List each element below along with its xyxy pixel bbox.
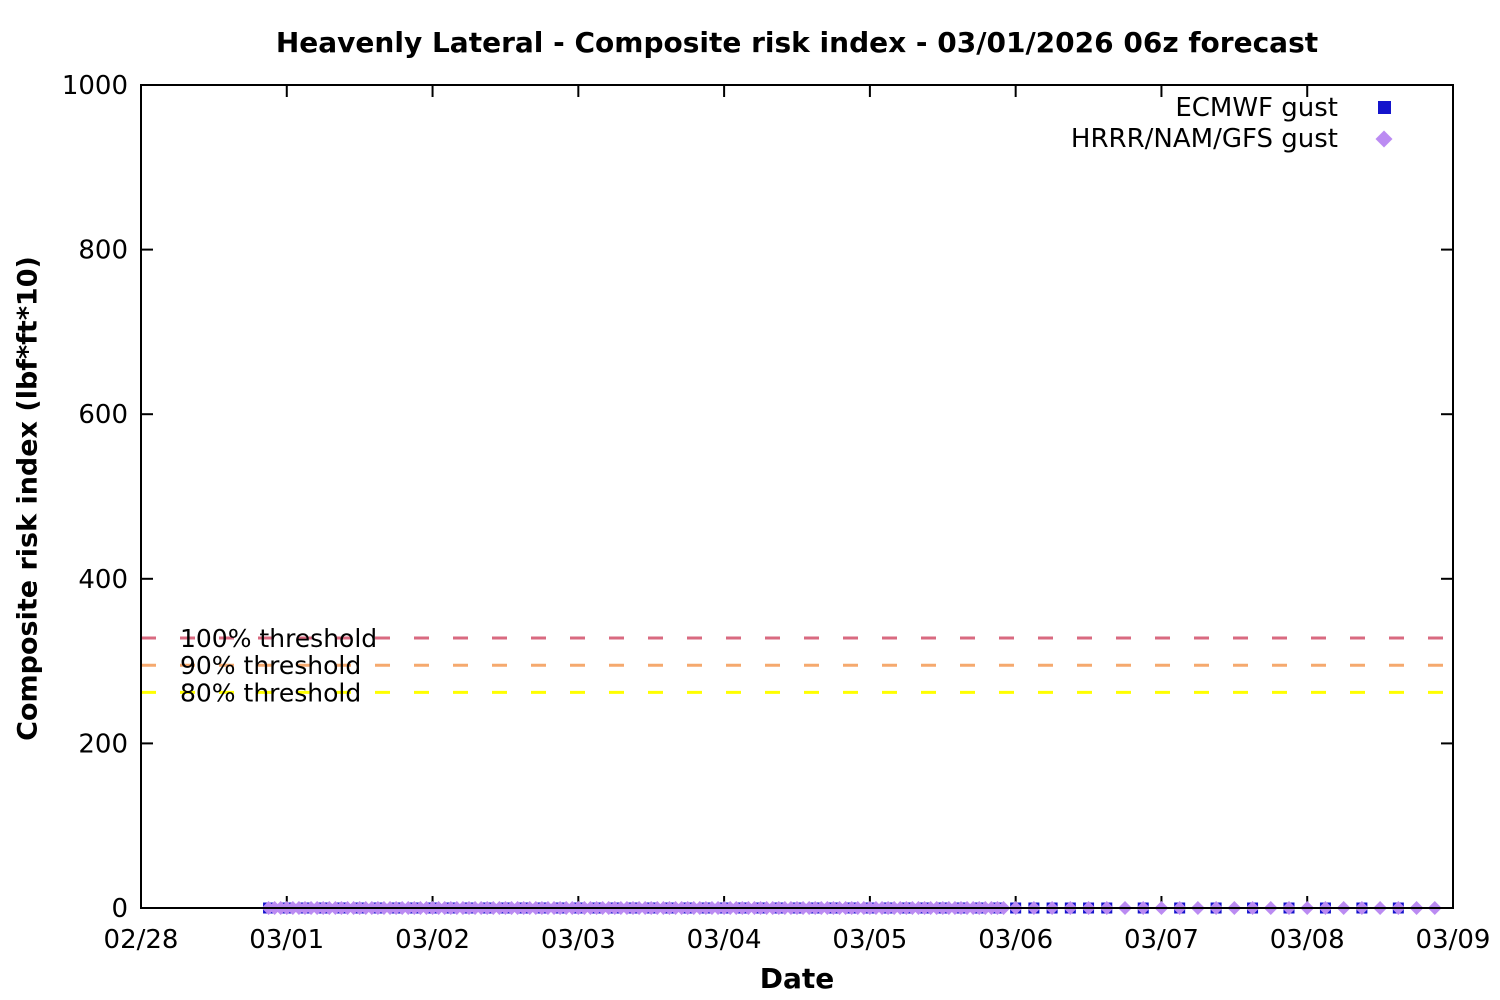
x-tick-label: 03/07 [1124, 925, 1199, 955]
plot-border [140, 84, 1454, 909]
x-axis-title: Date [759, 962, 835, 995]
legend-entry-ecmwf: ECMWF gust [1071, 92, 1430, 123]
x-tick-label: 03/06 [978, 925, 1053, 955]
x-tick-label: 03/03 [541, 925, 616, 955]
threshold-label: 80% threshold [180, 678, 361, 707]
chart-title: Heavenly Lateral - Composite risk index … [275, 26, 1319, 59]
y-tick-label: 600 [78, 400, 128, 430]
y-tick-label: 400 [78, 565, 128, 595]
x-tick-label: 02/28 [104, 925, 179, 955]
y-tick-label: 800 [78, 236, 128, 266]
x-tick-label: 03/08 [1270, 925, 1345, 955]
x-tick-label: 03/04 [687, 925, 762, 955]
diamond-marker-icon [1338, 130, 1430, 147]
y-tick-label: 1000 [62, 71, 128, 101]
threshold-label: 90% threshold [180, 651, 361, 680]
y-tick-label: 200 [78, 729, 128, 759]
x-tick-label: 03/05 [832, 925, 907, 955]
x-tick-label: 03/01 [249, 925, 324, 955]
legend-label-hrrr-nam-gfs: HRRR/NAM/GFS gust [1070, 123, 1338, 154]
x-tick-label: 03/02 [395, 925, 470, 955]
threshold-label: 100% threshold [180, 624, 377, 653]
legend: ECMWF gust HRRR/NAM/GFS gust [1071, 92, 1430, 154]
legend-entry-hrrr-nam-gfs: HRRR/NAM/GFS gust [1071, 123, 1430, 154]
legend-label-ecmwf: ECMWF gust [1175, 92, 1338, 123]
square-marker-icon [1338, 101, 1430, 114]
y-tick-label: 0 [111, 894, 128, 924]
x-tick-label: 03/09 [1416, 925, 1491, 955]
